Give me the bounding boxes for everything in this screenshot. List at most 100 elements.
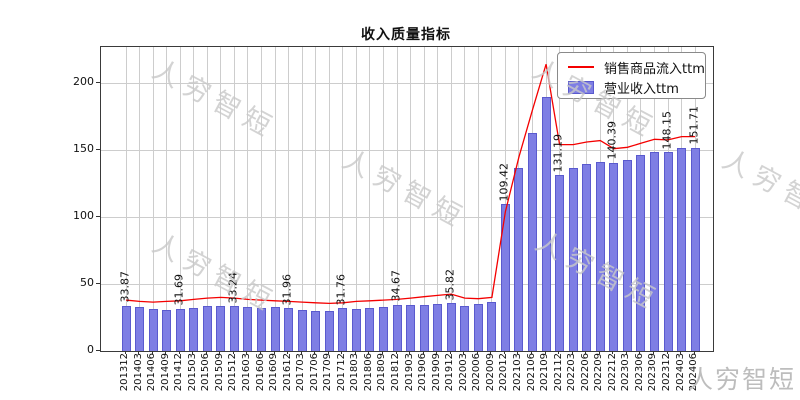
x-tick-label: 201706 [308,353,322,400]
x-tick-label: 202312 [660,353,674,400]
x-tick-mark [612,351,614,354]
x-tick-mark [381,351,383,354]
x-tick-mark [517,351,519,354]
revenue-bar [202,306,212,351]
x-tick-text: 201706 [308,353,320,392]
revenue-bar [162,310,172,351]
y-tick-mark [96,215,100,217]
x-tick-text: 202403 [674,353,686,392]
x-tick-mark [205,351,207,354]
y-tick-mark [96,282,100,284]
legend-line-swatch [568,66,594,68]
revenue-bar [351,308,361,351]
x-tick-text: 201903 [403,353,415,392]
revenue-bar [609,162,619,351]
x-tick-text: 201812 [390,353,401,392]
x-tick-label: 201512 [226,353,240,400]
revenue-bar [135,307,145,351]
y-tick-mark [96,81,100,83]
x-tick-label: 201406 [145,353,159,400]
x-tick-text: 201409 [159,353,171,392]
x-tick-label: 201506 [199,353,213,400]
revenue-bar [555,175,565,351]
x-tick-mark [395,351,397,354]
x-tick-mark [625,351,627,354]
x-tick-label: 201609 [267,353,281,400]
x-tick-mark [531,351,532,354]
revenue-bar [243,307,253,351]
x-tick-label: 202309 [646,353,660,400]
vertical-gridline [193,47,195,351]
vertical-gridline [152,47,154,351]
x-tick-text: 201712 [335,353,347,392]
x-tick-label: 202003 [457,353,471,400]
revenue-bar [514,168,524,351]
x-tick-label: 202109 [538,353,552,400]
x-tick-text: 201312 [119,353,130,392]
x-tick-mark [585,351,587,354]
x-tick-text: 201606 [254,353,266,392]
inflow-line [125,64,696,305]
y-tick-mark [96,349,100,351]
revenue-bar [216,305,226,351]
y-tick-mark [96,148,100,150]
revenue-bar [270,307,280,351]
x-tick-text: 201509 [213,353,225,392]
bar-value-label: 140.39 [606,105,620,160]
revenue-bar [324,311,334,351]
x-tick-label: 201909 [430,353,444,400]
x-tick-text: 201512 [227,353,239,392]
watermark-corner-text: 人穷智短 [688,365,797,394]
legend: 销售商品流入ttm 营业收入ttm [557,52,706,99]
x-tick-label: 202303 [619,353,633,400]
revenue-bar [622,160,632,351]
revenue-bar [419,304,429,351]
bar-value-text: 34.67 [389,270,402,302]
x-tick-text: 202012 [498,353,510,392]
x-tick-mark [680,351,682,354]
x-tick-text: 201803 [349,353,361,392]
x-tick-mark [571,351,573,354]
x-tick-mark [232,351,234,354]
x-tick-mark [138,351,140,354]
x-tick-text: 202009 [484,353,496,392]
bar-value-label: 131.19 [551,117,566,173]
x-tick-label: 201712 [335,353,349,400]
x-tick-label: 201403 [132,353,146,400]
revenue-bar [582,164,592,351]
vertical-gridline [491,47,493,351]
vertical-gridline [288,47,290,351]
vertical-gridline [220,47,222,351]
x-tick-label: 201806 [362,353,376,400]
vertical-gridline [437,47,439,351]
revenue-bar [541,97,551,351]
x-tick-mark [490,351,492,354]
x-tick-mark [463,351,465,354]
x-tick-label: 201903 [403,353,417,400]
vertical-gridline [247,47,249,351]
x-tick-text: 201609 [268,353,280,392]
x-tick-label: 202212 [606,353,620,400]
bar-value-text: 140.39 [605,121,619,160]
x-tick-text: 202306 [633,353,645,392]
revenue-bar [121,305,131,351]
revenue-bar [189,308,199,351]
bar-value-text: 131.19 [551,133,565,173]
x-tick-label: 202112 [552,353,566,400]
x-tick-text: 201403 [132,353,144,392]
x-tick-label: 202206 [579,353,593,400]
watermark-text: 人穷智短 [717,144,800,236]
y-tick-label: 50 [80,276,94,289]
x-tick-label: 202403 [674,353,688,400]
vertical-gridline [274,47,276,351]
x-tick-text: 201906 [417,353,429,392]
revenue-bar [663,152,673,351]
x-tick-label: 202406 [687,353,701,400]
legend-label-line: 销售商品流入ttm [604,61,705,77]
revenue-bar [406,305,416,351]
revenue-bar [433,304,443,351]
x-tick-text: 202309 [647,353,659,392]
revenue-bar [568,168,578,351]
revenue-bar [487,301,497,351]
